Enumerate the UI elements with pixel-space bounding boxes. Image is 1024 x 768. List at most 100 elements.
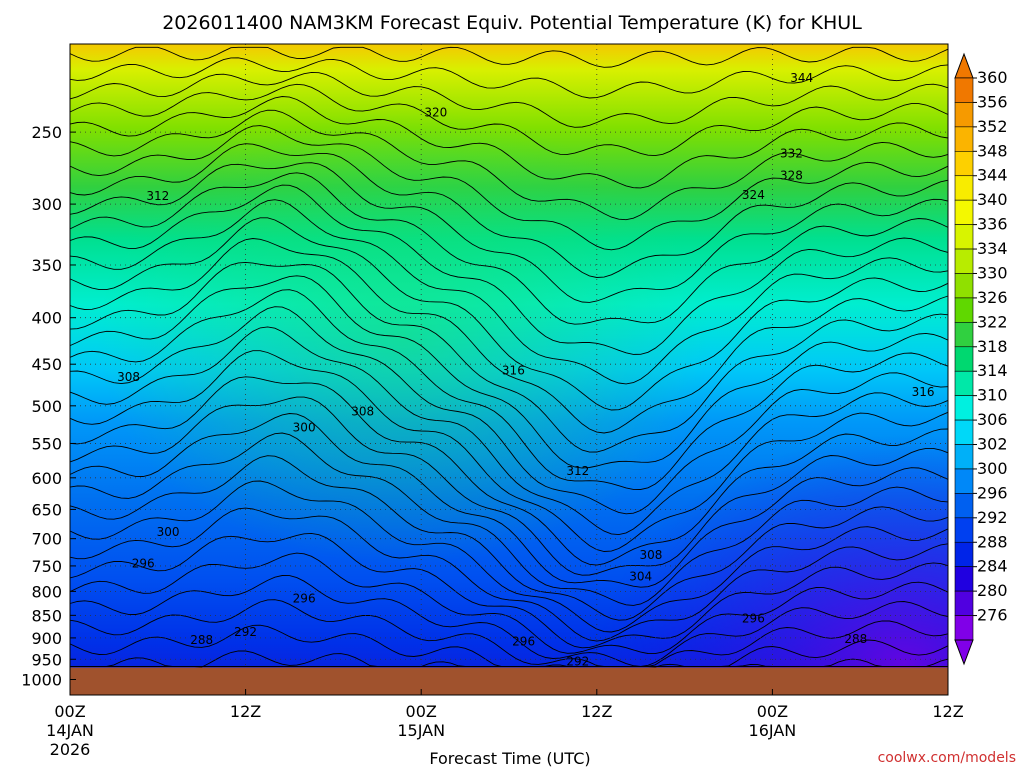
y-tick-label: 450 xyxy=(31,355,62,374)
colorbar-swatch xyxy=(954,444,974,470)
contour-label: 288 xyxy=(190,633,213,647)
terrain-block xyxy=(70,667,948,695)
contour-line xyxy=(69,306,949,515)
x-tick-label: 12Z xyxy=(581,702,612,721)
contour-line xyxy=(69,109,949,221)
y-tick-label: 350 xyxy=(31,256,62,275)
contour-line xyxy=(69,199,949,385)
colorbar-label: 284 xyxy=(977,557,1008,576)
colorbar-label: 352 xyxy=(977,117,1008,136)
colorbar-label: 322 xyxy=(977,312,1008,331)
plot-area: 344 320 332 328 324 312 316 308 316 308 300 312 300 3… xyxy=(69,43,949,696)
contour-lines xyxy=(69,46,949,668)
contour-label: 304 xyxy=(629,569,652,583)
colorbar-swatch xyxy=(954,248,974,274)
y-tick-label: 750 xyxy=(31,557,62,576)
y-tick-label: 550 xyxy=(31,434,62,453)
contour-label: 316 xyxy=(502,363,525,377)
colorbar-swatch xyxy=(954,199,974,225)
y-tick-label: 1000 xyxy=(21,671,62,690)
contour-line xyxy=(69,575,949,667)
colorbar-swatch xyxy=(954,590,974,616)
colorbar-label: 300 xyxy=(977,459,1008,478)
contour-line xyxy=(69,162,949,303)
contour-line xyxy=(69,96,949,189)
contour-label: 316 xyxy=(912,385,935,399)
contour-line xyxy=(69,350,949,552)
contour-label: 296 xyxy=(512,634,535,648)
colorbar-swatch xyxy=(954,346,974,372)
colorbar-top-arrow xyxy=(954,52,974,79)
colorbar-swatch xyxy=(954,493,974,519)
y-tick-label: 800 xyxy=(31,582,62,601)
contour-line xyxy=(69,46,949,68)
y-axis: 250 300 350 400 450 500 550 600 650 700 750 800 850 9… xyxy=(21,123,76,690)
contour-line xyxy=(69,184,949,355)
y-tick-label: 850 xyxy=(31,606,62,625)
contour-line xyxy=(69,376,949,566)
contour-line xyxy=(69,455,949,621)
plot-frame xyxy=(69,43,949,696)
colorbar-swatch xyxy=(954,566,974,592)
colorbar-bottom-arrow xyxy=(954,639,974,666)
contour-line xyxy=(69,275,949,469)
contour-label: 308 xyxy=(351,404,374,418)
contour-label: 308 xyxy=(639,548,662,562)
colorbar-swatch xyxy=(954,224,974,250)
colorbar-swatch xyxy=(954,151,974,177)
credit-link[interactable]: coolwx.com/models xyxy=(878,750,1016,766)
contour-label: 296 xyxy=(742,612,765,626)
contour-line xyxy=(69,599,949,667)
contour-line xyxy=(69,261,949,453)
contour-labels: 344 320 332 328 324 312 316 308 316 308 300 312 300 3… xyxy=(117,71,934,668)
contour-label: 312 xyxy=(566,464,589,478)
contour-line xyxy=(69,143,949,278)
contour-label: 292 xyxy=(234,625,257,639)
x-tick-label: 12Z xyxy=(230,702,261,721)
colorbar-swatch xyxy=(954,370,974,396)
contour-line xyxy=(69,289,949,490)
colorbar-swatch xyxy=(954,126,974,152)
colorbar-label: 292 xyxy=(977,508,1008,527)
colorbar-label: 360 xyxy=(977,68,1008,87)
colorbar-swatch xyxy=(954,468,974,494)
colorbar-swatch xyxy=(954,419,974,445)
contour-line xyxy=(69,480,949,633)
y-tick-label: 400 xyxy=(31,309,62,328)
x-tick-date: 14JAN xyxy=(46,721,94,740)
colorbar-swatch xyxy=(954,615,974,641)
colorbar-label: 326 xyxy=(977,288,1008,307)
contour-line xyxy=(69,396,949,576)
contour-line xyxy=(69,217,949,411)
contour-line xyxy=(69,57,949,99)
contour-label: 312 xyxy=(146,189,169,203)
y-tick-label: 950 xyxy=(31,650,62,669)
colorbar-label: 288 xyxy=(977,532,1008,551)
y-tick-label: 900 xyxy=(31,629,62,648)
x-tick-label: 00Z xyxy=(406,702,437,721)
y-tick-label: 500 xyxy=(31,397,62,416)
colorbar-label: 280 xyxy=(977,581,1008,600)
contour-label: 300 xyxy=(157,525,180,539)
contour-label: 324 xyxy=(742,188,765,202)
colorbar-swatch xyxy=(954,273,974,299)
x-tick-date: 15JAN xyxy=(397,721,445,740)
contour-line xyxy=(69,552,949,655)
contour-line xyxy=(69,125,949,251)
colorbar-label: 306 xyxy=(977,410,1008,429)
contour-line xyxy=(69,238,949,434)
x-tick-date: 16JAN xyxy=(749,721,797,740)
contour-label: 296 xyxy=(132,556,155,570)
colorbar-label: 330 xyxy=(977,263,1008,282)
contour-label: 292 xyxy=(566,654,589,668)
contour-line xyxy=(69,432,949,606)
contour-label: 288 xyxy=(844,632,867,646)
x-tick-label: 00Z xyxy=(757,702,788,721)
y-tick-label: 650 xyxy=(31,500,62,519)
colorbar-swatch xyxy=(954,297,974,323)
y-tick-label: 600 xyxy=(31,469,62,488)
contour-label: 344 xyxy=(790,71,813,85)
chart-title: 2026011400 NAM3KM Forecast Equiv. Potent… xyxy=(162,12,862,34)
contour-label: 320 xyxy=(424,106,447,120)
